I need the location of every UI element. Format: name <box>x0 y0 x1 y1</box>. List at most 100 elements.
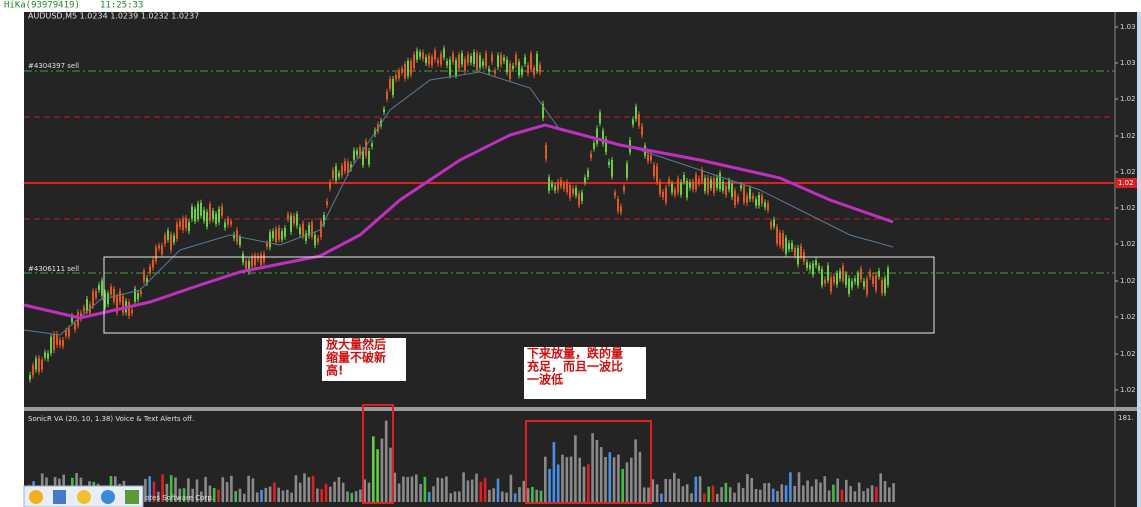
candle-body <box>731 183 733 197</box>
candle-body <box>245 260 247 269</box>
volume-bar <box>316 488 319 502</box>
volume-bar <box>776 491 779 502</box>
candle-body <box>326 200 328 206</box>
toolbar-icon[interactable] <box>77 490 91 504</box>
candle-body <box>605 138 607 153</box>
volume-bar <box>200 491 203 502</box>
candle-body <box>887 268 889 285</box>
candle-body <box>659 181 661 195</box>
volume-bar <box>367 482 371 502</box>
volume-bar <box>754 489 758 502</box>
candle-body <box>455 60 457 76</box>
candle-body <box>722 181 724 191</box>
candle-body <box>29 375 31 380</box>
highlight-box <box>362 404 394 504</box>
candle-body <box>431 56 433 66</box>
candle-body <box>137 293 139 300</box>
volume-bar <box>875 486 878 502</box>
candle-body <box>176 223 178 239</box>
toolbar-icon[interactable] <box>101 490 115 504</box>
candle-body <box>761 195 763 204</box>
toolbar-icon[interactable] <box>125 490 139 504</box>
candle-body <box>41 359 43 370</box>
candle-body <box>581 192 583 202</box>
candle-body <box>461 53 463 65</box>
candle-body <box>812 263 814 275</box>
candle-body <box>65 330 67 336</box>
candle-body <box>503 57 505 62</box>
candle-body <box>281 231 283 240</box>
toolbar-icon[interactable] <box>29 490 43 504</box>
volume-bar <box>148 476 151 502</box>
candle-body <box>452 53 454 63</box>
toolbar-icon[interactable] <box>53 490 66 504</box>
candle-body <box>776 226 778 244</box>
candle-body <box>488 68 490 72</box>
candle-body <box>872 276 874 285</box>
candle-body <box>203 210 205 221</box>
candle-body <box>113 289 115 302</box>
volume-bar <box>587 464 590 502</box>
volume-bar <box>797 472 801 502</box>
candle-body <box>665 187 667 203</box>
candle-body <box>92 291 94 307</box>
candle-body <box>416 50 418 60</box>
candle-body <box>614 192 616 197</box>
candle-body <box>875 275 877 291</box>
candle-body <box>779 232 781 246</box>
volume-bar <box>281 490 285 502</box>
volume-bar <box>625 462 629 502</box>
candle-body <box>134 288 136 302</box>
candle-body <box>398 70 400 79</box>
range-box <box>103 256 935 334</box>
candle-body <box>635 106 637 120</box>
volume-bar <box>642 487 646 502</box>
volume-bar <box>354 491 358 502</box>
candle-body <box>272 231 274 239</box>
volume-bar <box>711 485 715 502</box>
candle-body <box>473 52 475 64</box>
candle-body <box>353 150 355 160</box>
volume-bar <box>617 454 620 502</box>
volume-bar <box>423 476 427 502</box>
candle-body <box>878 270 880 277</box>
candle-body <box>620 206 622 213</box>
volume-bar <box>574 435 577 502</box>
volume-bar <box>737 482 741 502</box>
volume-bar <box>767 482 771 502</box>
candle-body <box>458 54 460 69</box>
candle-body <box>161 245 163 255</box>
candle-body <box>443 48 445 58</box>
volume-bar <box>243 493 246 502</box>
volume-bar <box>728 487 732 502</box>
volume-bar <box>806 480 809 502</box>
candle-body <box>578 193 580 206</box>
annotation-box <box>524 347 646 399</box>
volume-bar <box>178 488 182 502</box>
candle-body <box>122 296 124 313</box>
volume-bar <box>612 457 616 502</box>
candle-body <box>110 286 112 295</box>
volume-bar <box>578 457 581 502</box>
candle-body <box>152 259 154 268</box>
volume-bar <box>161 474 164 502</box>
volume-bar <box>647 487 650 502</box>
candle-body <box>179 221 181 227</box>
price-label: 1.02 <box>1120 95 1136 103</box>
footer-text: otes Software Corp. <box>145 494 214 502</box>
volume-bar <box>763 483 766 502</box>
candle-body <box>86 298 88 312</box>
volume-bar <box>810 486 814 502</box>
volume-bar <box>673 472 676 502</box>
annotation-line: 放大量然后 <box>325 337 386 352</box>
volume-bar <box>685 484 689 502</box>
volume-bar <box>513 493 517 502</box>
volume-bar <box>746 474 749 502</box>
candle-body <box>599 112 601 124</box>
volume-bar <box>419 483 422 502</box>
candle-body <box>827 265 829 281</box>
candle-body <box>566 182 568 193</box>
candle-body <box>80 312 82 319</box>
candle-body <box>260 254 262 266</box>
volume-bar <box>789 472 792 502</box>
